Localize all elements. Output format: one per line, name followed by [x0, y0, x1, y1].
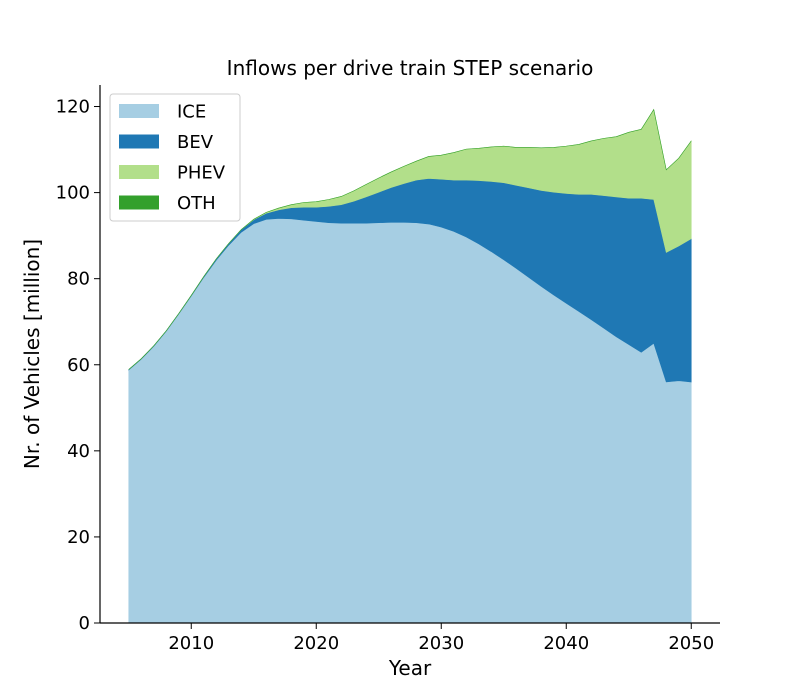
legend-swatch-oth — [119, 195, 159, 210]
y-tick-label: 60 — [67, 355, 90, 376]
x-axis-label: Year — [388, 656, 432, 680]
legend: ICE BEV PHEV OTH — [109, 93, 241, 222]
legend-swatch-bev — [119, 134, 159, 149]
area-layers — [128, 108, 692, 624]
x-tick-label: 2030 — [418, 633, 464, 654]
y-tick-label: 120 — [56, 97, 90, 118]
legend-label-oth: OTH — [177, 193, 216, 214]
legend-items: ICE BEV PHEV OTH — [119, 102, 226, 214]
x-tick-label: 2050 — [668, 633, 714, 654]
y-tick-label: 80 — [67, 269, 90, 290]
legend-label-ice: ICE — [177, 102, 206, 123]
y-tick-label: 0 — [79, 613, 90, 634]
y-tick-label: 40 — [67, 441, 90, 462]
y-axis-ticks: 0 20 40 60 80 100 120 — [56, 97, 100, 634]
x-tick-label: 2010 — [168, 633, 214, 654]
x-axis-ticks: 2010 2020 2030 2040 2050 — [168, 623, 714, 654]
y-axis-label: Nr. of Vehicles [million] — [20, 239, 44, 469]
legend-label-phev: PHEV — [177, 163, 226, 184]
y-tick-label: 100 — [56, 183, 90, 204]
legend-frame — [109, 93, 241, 222]
legend-swatch-phev — [119, 165, 159, 179]
legend-swatch-ice — [119, 104, 159, 118]
x-tick-label: 2040 — [543, 633, 589, 654]
chart-title: Inflows per drive train STEP scenario — [227, 56, 594, 80]
area-oth — [128, 108, 692, 370]
legend-label-bev: BEV — [177, 132, 214, 153]
x-tick-label: 2020 — [293, 633, 339, 654]
y-tick-label: 20 — [67, 527, 90, 548]
